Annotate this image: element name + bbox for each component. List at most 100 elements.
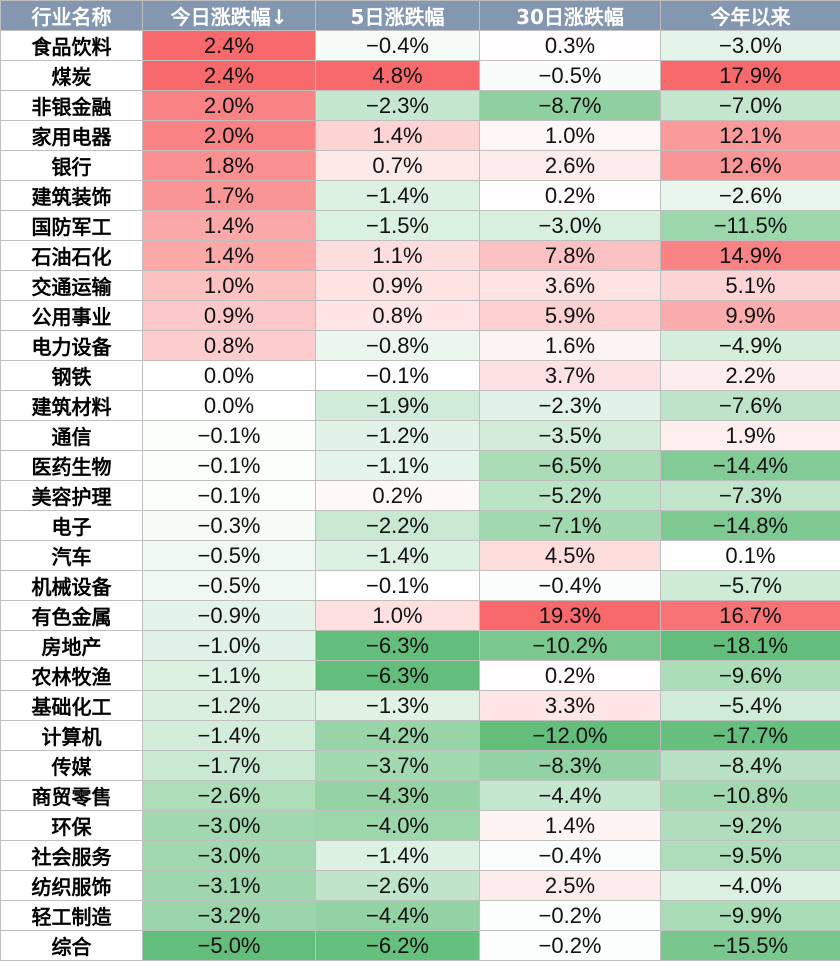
value-cell: −3.0% — [143, 841, 316, 871]
value-cell: −8.4% — [661, 751, 840, 781]
value-cell: −4.2% — [316, 721, 480, 751]
sector-name-cell: 煤炭 — [1, 61, 143, 91]
value-cell: 0.9% — [316, 271, 480, 301]
value-cell: −1.7% — [143, 751, 316, 781]
sector-name-cell: 综合 — [1, 931, 143, 961]
sector-name-cell: 社会服务 — [1, 841, 143, 871]
sector-name-cell: 公用事业 — [1, 301, 143, 331]
value-cell: −0.8% — [316, 331, 480, 361]
value-cell: −9.6% — [661, 661, 840, 691]
value-cell: −1.9% — [316, 391, 480, 421]
sector-name-cell: 机械设备 — [1, 571, 143, 601]
table-row: 机械设备−0.5%−0.1%−0.4%−5.7% — [1, 571, 840, 601]
value-cell: −2.6% — [316, 871, 480, 901]
value-cell: 4.5% — [480, 541, 661, 571]
value-cell: 3.3% — [480, 691, 661, 721]
value-cell: −2.3% — [316, 91, 480, 121]
value-cell: −0.4% — [316, 31, 480, 61]
value-cell: −5.2% — [480, 481, 661, 511]
value-cell: 14.9% — [661, 241, 840, 271]
table-row: 美容护理−0.1%0.2%−5.2%−7.3% — [1, 481, 840, 511]
value-cell: −1.5% — [316, 211, 480, 241]
value-cell: −1.4% — [316, 841, 480, 871]
value-cell: −0.1% — [143, 481, 316, 511]
table-row: 商贸零售−2.6%−4.3%−4.4%−10.8% — [1, 781, 840, 811]
value-cell: −1.4% — [316, 541, 480, 571]
sector-name-cell: 医药生物 — [1, 451, 143, 481]
sector-name-cell: 通信 — [1, 421, 143, 451]
sector-name-cell: 美容护理 — [1, 481, 143, 511]
value-cell: 12.6% — [661, 151, 840, 181]
value-cell: −0.1% — [316, 361, 480, 391]
header-row: 行业名称 今日涨跌幅↓ 5日涨跌幅 30日涨跌幅 今年以来 — [1, 1, 840, 31]
value-cell: −7.6% — [661, 391, 840, 421]
value-cell: −6.5% — [480, 451, 661, 481]
header-5day-change: 5日涨跌幅 — [316, 1, 480, 31]
value-cell: −4.4% — [316, 901, 480, 931]
value-cell: −10.8% — [661, 781, 840, 811]
value-cell: 16.7% — [661, 601, 840, 631]
value-cell: −0.4% — [480, 571, 661, 601]
value-cell: −5.0% — [143, 931, 316, 961]
table-row: 基础化工−1.2%−1.3%3.3%−5.4% — [1, 691, 840, 721]
value-cell: 1.4% — [143, 211, 316, 241]
value-cell: 0.9% — [143, 301, 316, 331]
value-cell: −2.3% — [480, 391, 661, 421]
value-cell: 1.0% — [143, 271, 316, 301]
table-row: 综合−5.0%−6.2%−0.2%−15.5% — [1, 931, 840, 961]
value-cell: 0.7% — [316, 151, 480, 181]
value-cell: −1.4% — [316, 181, 480, 211]
value-cell: −11.5% — [661, 211, 840, 241]
sector-name-cell: 基础化工 — [1, 691, 143, 721]
table-row: 环保−3.0%−4.0%1.4%−9.2% — [1, 811, 840, 841]
value-cell: −18.1% — [661, 631, 840, 661]
value-cell: 0.2% — [316, 481, 480, 511]
value-cell: −10.2% — [480, 631, 661, 661]
value-cell: −0.1% — [143, 421, 316, 451]
sector-name-cell: 农林牧渔 — [1, 661, 143, 691]
value-cell: −1.2% — [143, 691, 316, 721]
table-row: 房地产−1.0%−6.3%−10.2%−18.1% — [1, 631, 840, 661]
value-cell: −9.2% — [661, 811, 840, 841]
value-cell: −0.4% — [480, 841, 661, 871]
value-cell: −5.7% — [661, 571, 840, 601]
value-cell: −17.7% — [661, 721, 840, 751]
header-sector-name: 行业名称 — [1, 1, 143, 31]
header-today-change: 今日涨跌幅↓ — [143, 1, 316, 31]
sector-name-cell: 建筑装饰 — [1, 181, 143, 211]
value-cell: 2.0% — [143, 121, 316, 151]
value-cell: 0.0% — [143, 391, 316, 421]
value-cell: −12.0% — [480, 721, 661, 751]
sector-name-cell: 钢铁 — [1, 361, 143, 391]
value-cell: −0.5% — [143, 571, 316, 601]
table-row: 有色金属−0.9%1.0%19.3%16.7% — [1, 601, 840, 631]
value-cell: 1.4% — [316, 121, 480, 151]
table-row: 传媒−1.7%−3.7%−8.3%−8.4% — [1, 751, 840, 781]
value-cell: −14.4% — [661, 451, 840, 481]
value-cell: 1.1% — [316, 241, 480, 271]
sector-name-cell: 汽车 — [1, 541, 143, 571]
value-cell: −1.0% — [143, 631, 316, 661]
sector-name-cell: 商贸零售 — [1, 781, 143, 811]
table-row: 电子−0.3%−2.2%−7.1%−14.8% — [1, 511, 840, 541]
value-cell: −6.3% — [316, 631, 480, 661]
value-cell: −3.7% — [316, 751, 480, 781]
table-row: 轻工制造−3.2%−4.4%−0.2%−9.9% — [1, 901, 840, 931]
value-cell: −1.4% — [143, 721, 316, 751]
sector-name-cell: 纺织服饰 — [1, 871, 143, 901]
value-cell: 19.3% — [480, 601, 661, 631]
value-cell: 9.9% — [661, 301, 840, 331]
value-cell: −3.1% — [143, 871, 316, 901]
value-cell: 12.1% — [661, 121, 840, 151]
value-cell: −5.4% — [661, 691, 840, 721]
value-cell: −0.3% — [143, 511, 316, 541]
